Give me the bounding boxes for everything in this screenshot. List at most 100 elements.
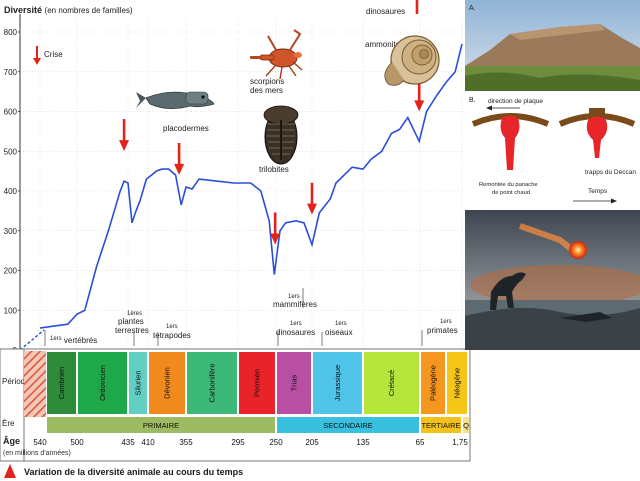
caption: Variation de la diversité animale au cou… [4,464,243,478]
label-oiseaux: 1ers oiseaux [325,321,353,337]
svg-text:Temps: Temps [588,188,608,195]
svg-text:PRIMAIRE: PRIMAIRE [143,421,179,430]
y-tick-label: 600 [4,108,18,117]
svg-text:Crise: Crise [44,50,63,59]
age-tick-label: 295 [231,438,245,447]
period-cells: Cambrien Ordovicien Silurien Dévonien Carbon… [47,352,467,414]
svg-text:Néogène: Néogène [453,368,462,398]
crise-legend: Crise [33,46,63,65]
y-tick-label: 100 [4,306,18,315]
annotations: dinosaures ammonites scorpions des mers p… [50,7,458,345]
photo-deccan-traps: A. [465,0,640,91]
placoderm-illustration [136,91,215,109]
period-cambrien: Cambrien [47,352,76,414]
age-label: Âge [3,435,20,446]
y-tick-label: 700 [4,68,18,77]
trilobite-illustration [263,105,299,165]
period-carbonifère: Carbonifère [187,352,237,414]
y-tick-label: 300 [4,227,18,236]
svg-text:SECONDAIRE: SECONDAIRE [323,421,373,430]
age-tick-label: 435 [121,438,135,447]
age-tick-label: 500 [70,438,84,447]
crisis-arrows [119,0,425,245]
label-plantes: 1ères plantes terrestres [115,311,149,335]
label-dinos: 1ers dinosaures [276,321,315,337]
era-cells: PRIMAIRE SECONDAIRE TERTIAIRE Q [47,417,469,433]
diagram-hotspot: B. direction de plaque Remontée du panac… [465,91,640,206]
svg-text:Q: Q [463,421,469,430]
svg-text:de point chaud: de point chaud [492,190,530,196]
period-dévonien: Dévonien [149,352,185,414]
svg-text:A.: A. [469,5,476,12]
era-q: Q [463,417,469,433]
svg-text:Ordovicien: Ordovicien [98,365,107,401]
era-tertiaire: TERTIAIRE [421,417,461,433]
crisis-arrow [119,119,130,152]
svg-text:direction de plaque: direction de plaque [488,98,543,105]
label-ammonites: ammonites [365,40,404,49]
period-silurien: Silurien [129,352,147,414]
period-néogène: Néogène [447,352,467,414]
label-vertebres: 1ers vertébrés [50,336,97,345]
y-tick-label: 800 [4,28,18,37]
label-primates: 1ers primates [427,319,458,335]
age-tick-label: 355 [179,438,193,447]
svg-text:Permien: Permien [253,369,262,397]
era-primaire: PRIMAIRE [47,417,275,433]
ammonite-illustration [384,35,440,86]
scorpion-illustration [250,29,303,80]
y-tick-label: 500 [4,147,18,156]
label-placodermes: placodermes [163,124,209,133]
era-secondaire: SECONDAIRE [277,417,419,433]
period-crétacé: Crétacé [364,352,419,414]
crisis-arrow [307,182,317,215]
precambrian-hatch [24,351,46,417]
age-ticks: 540 500 435 410 355 295 250 205 135 65 1,75 [33,438,468,447]
annotation-leaders [44,288,423,346]
y-tick-label: 400 [4,187,18,196]
diversity-curve [39,43,463,329]
chart-grid [20,18,463,351]
svg-text:Cambrien: Cambrien [57,367,66,400]
periode-label: Période [2,377,30,386]
svg-text:Paléogène: Paléogène [429,365,438,401]
period-permien: Permien [239,352,275,414]
age-tick-label: 135 [356,438,370,447]
age-tick-label: 65 [416,438,425,447]
svg-text:trapps du Deccan: trapps du Deccan [585,169,636,176]
ere-label: Ère [2,419,15,428]
age-tick-label: 205 [305,438,319,447]
period-trias: Trias [277,352,311,414]
period-paléogène: Paléogène [421,352,445,414]
svg-text:Variation de la diversité anim: Variation de la diversité animale au cou… [24,467,243,477]
age-tick-label: 250 [269,438,283,447]
image-asteroid-impact [465,210,640,350]
label-trilobites: trilobites [259,165,289,174]
crisis-arrow [270,212,281,245]
label-dinosaures-top: dinosaures [366,7,405,16]
age-tick-label: 540 [33,438,47,447]
y-tick-label: 200 [4,267,18,276]
svg-text:Remontée du panache: Remontée du panache [479,182,538,188]
label-tetrapodes: 1ers tétrapodes [153,324,191,340]
period-jurassique: Jurassique [313,352,362,414]
y-axis-ticks: 0100200300400500600700800 [4,28,20,355]
age-unit: (en millions d'années) [3,450,71,457]
label-mammiferes: 1ers mammifères [273,294,317,309]
y-axis-label: Diversité (en nombres de familles) [4,5,133,15]
svg-text:Crétacé: Crétacé [387,370,396,396]
label-scorpions: scorpions des mers [250,77,284,95]
svg-text:Carbonifère: Carbonifère [208,363,217,402]
period-ordovicien: Ordovicien [78,352,127,414]
age-tick-label: 410 [141,438,155,447]
svg-text:TERTIAIRE: TERTIAIRE [421,421,460,430]
svg-text:Silurien: Silurien [134,370,143,395]
geologic-timeline: Période Ère Âge (en millions d'années) C… [0,348,471,462]
svg-text:B.: B. [469,97,476,104]
svg-text:Dévonien: Dévonien [163,367,172,399]
age-tick-label: 1,75 [452,438,468,447]
svg-text:Jurassique: Jurassique [333,365,342,401]
diversity-dashed-start [19,329,45,351]
crisis-arrow [174,142,185,175]
